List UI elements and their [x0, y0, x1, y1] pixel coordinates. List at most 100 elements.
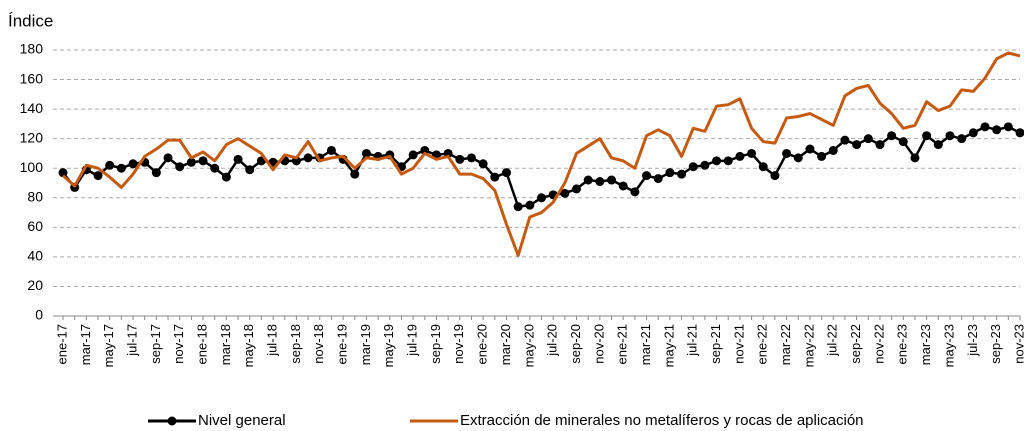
point [420, 145, 430, 155]
x-tick-label: jul-23 [965, 324, 980, 357]
point [513, 202, 523, 212]
point [361, 148, 371, 158]
x-tick-label: jul-18 [265, 324, 280, 357]
point [525, 200, 535, 210]
point [560, 188, 570, 198]
x-tick-label: mar-19 [358, 324, 373, 365]
point [537, 193, 546, 203]
point [490, 172, 500, 182]
x-tick-label: mar-23 [918, 324, 933, 365]
point [747, 148, 757, 158]
x-tick-label: may-21 [661, 324, 676, 367]
legend-label: Extracción de minerales no metalíferos y… [460, 412, 864, 429]
point [968, 128, 978, 138]
point [198, 156, 208, 166]
point [875, 140, 885, 150]
legend-label: Nivel general [198, 412, 286, 429]
point [957, 134, 967, 144]
x-tick-label: may-23 [941, 324, 956, 367]
point [758, 162, 768, 172]
x-tick-label: nov-19 [451, 324, 466, 364]
point [175, 162, 185, 172]
point [583, 175, 593, 185]
point [163, 153, 173, 163]
point [735, 151, 745, 161]
point [303, 153, 313, 163]
legend-marker [167, 416, 177, 426]
point [712, 156, 722, 166]
x-tick-label: nov-23 [1011, 324, 1024, 364]
point [688, 162, 698, 172]
point [455, 154, 465, 164]
point [863, 134, 873, 144]
y-tick-label: 40 [27, 248, 43, 264]
x-tick-label: nov-22 [871, 324, 886, 364]
point [186, 157, 196, 167]
point [770, 171, 780, 181]
x-tick-label: jul-17 [124, 324, 139, 357]
x-tick-label: ene-23 [895, 324, 910, 364]
point [980, 122, 990, 132]
point [992, 125, 1002, 135]
point [478, 159, 488, 169]
y-tick-label: 80 [27, 188, 43, 204]
x-tick-label: sep-21 [708, 324, 723, 364]
y-tick-label: 160 [20, 70, 44, 86]
y-axis-title: Índice [8, 11, 53, 30]
point [466, 153, 476, 163]
x-tick-label: sep-20 [568, 324, 583, 364]
point [245, 165, 255, 175]
x-tick-label: ene-21 [615, 324, 630, 364]
x-tick-label: may-19 [381, 324, 396, 367]
x-tick-label: jul-21 [685, 324, 700, 357]
point [805, 144, 815, 154]
point [210, 163, 220, 173]
point [501, 168, 511, 178]
x-tick-label: sep-19 [428, 324, 443, 364]
point [665, 168, 675, 178]
point [408, 150, 418, 160]
point [595, 177, 605, 187]
x-tick-label: mar-21 [638, 324, 653, 365]
point [910, 153, 920, 163]
point [782, 148, 792, 158]
x-tick-label: may-18 [241, 324, 256, 367]
point [630, 187, 640, 197]
x-tick-label: sep-22 [848, 324, 863, 364]
point [793, 153, 803, 163]
point [642, 171, 652, 181]
x-tick-label: nov-21 [731, 324, 746, 364]
point [840, 135, 850, 145]
x-tick-label: ene-19 [335, 324, 350, 364]
y-tick-label: 60 [27, 218, 43, 234]
point [1015, 128, 1024, 138]
point [828, 145, 838, 155]
point [128, 159, 138, 169]
x-tick-label: ene-18 [194, 324, 209, 364]
x-tick-label: mar-17 [78, 324, 93, 365]
x-tick-label: may-20 [521, 324, 536, 367]
point [898, 137, 908, 147]
point [618, 181, 628, 191]
x-tick-label: sep-23 [988, 324, 1003, 364]
point [817, 151, 827, 161]
point [350, 169, 360, 179]
point [607, 175, 617, 185]
x-tick-label: may-17 [101, 324, 116, 367]
x-tick-label: ene-20 [475, 324, 490, 364]
x-tick-label: sep-17 [148, 324, 163, 364]
y-tick-label: 180 [20, 41, 44, 57]
series-line [62, 51, 1021, 257]
point [945, 131, 955, 141]
y-tick-label: 20 [27, 277, 43, 293]
point [221, 172, 231, 182]
point [151, 168, 161, 178]
x-tick-label: ene-17 [54, 324, 69, 364]
x-tick-label: ene-22 [755, 324, 770, 364]
x-tick-label: jul-22 [825, 324, 840, 357]
y-tick-label: 100 [20, 159, 44, 175]
x-tick-label: may-22 [801, 324, 816, 367]
x-tick-label: mar-22 [778, 324, 793, 365]
x-tick-label: jul-20 [545, 324, 560, 357]
